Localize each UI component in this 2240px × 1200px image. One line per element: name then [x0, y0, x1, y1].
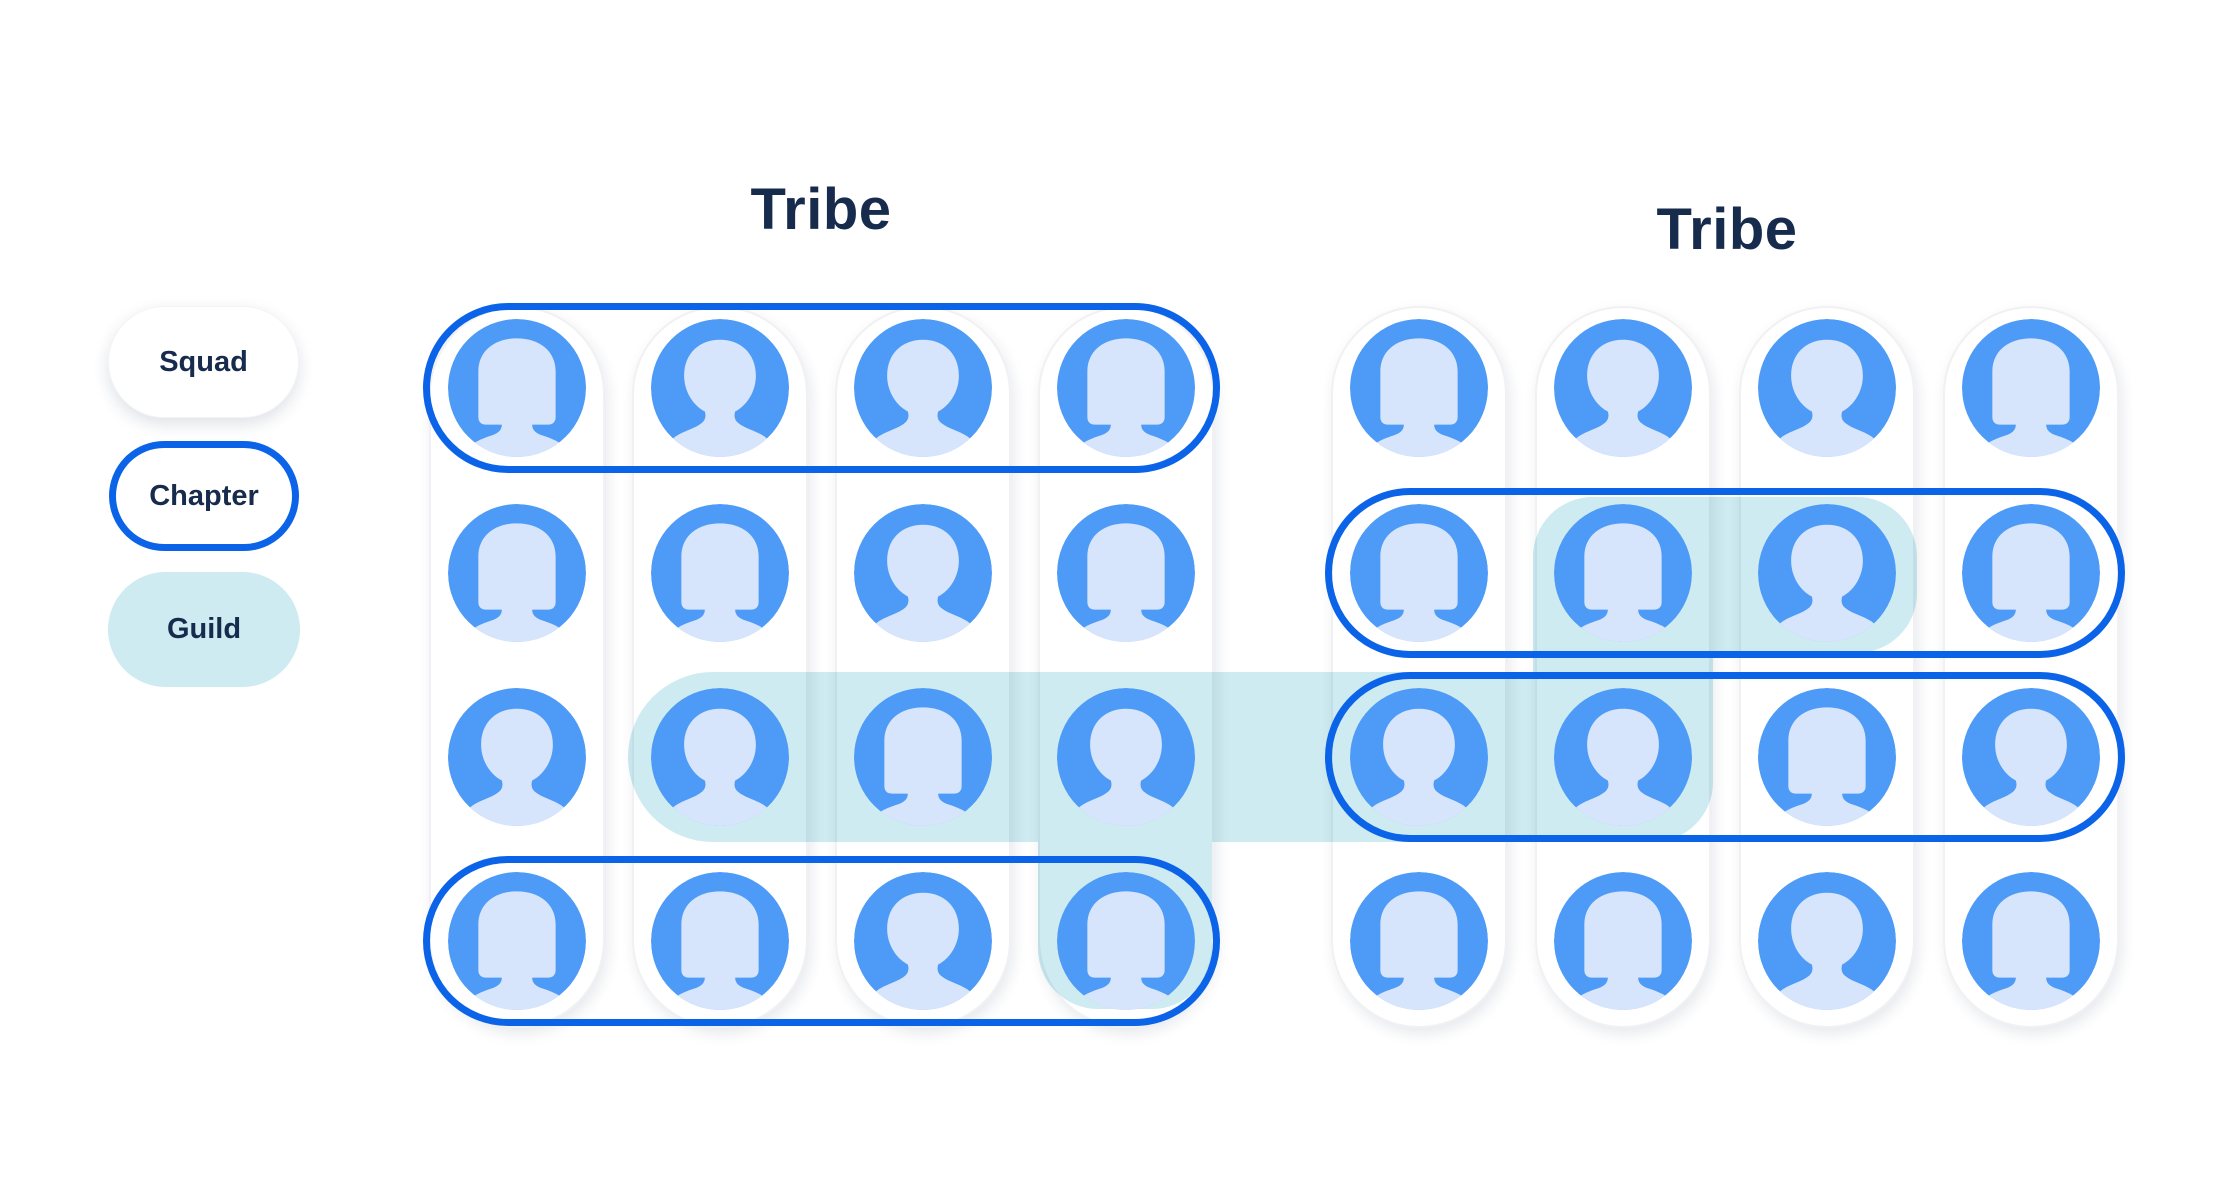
- avatar: [1962, 319, 2100, 457]
- person-icon: [1554, 688, 1692, 826]
- person-icon: [448, 504, 586, 642]
- person-icon: [1758, 872, 1896, 1010]
- avatar: [1758, 688, 1896, 826]
- avatar: [854, 319, 992, 457]
- avatar: [854, 872, 992, 1010]
- person-icon: [1057, 688, 1195, 826]
- person-icon: [1758, 688, 1896, 826]
- person-icon: [1350, 872, 1488, 1010]
- tribe-title-right: Tribe: [1656, 197, 1798, 262]
- person-icon: [854, 688, 992, 826]
- person-icon: [1554, 872, 1692, 1010]
- avatar: [1057, 688, 1195, 826]
- avatar: [854, 504, 992, 642]
- person-icon: [651, 504, 789, 642]
- avatar: [1962, 872, 2100, 1010]
- legend-guild-label: Guild: [166, 613, 242, 645]
- person-icon: [1554, 319, 1692, 457]
- avatar: [651, 504, 789, 642]
- avatar: [854, 688, 992, 826]
- chapter-outline: [423, 856, 1220, 1026]
- avatar: [1758, 319, 1896, 457]
- person-icon: [651, 688, 789, 826]
- avatar: [448, 504, 586, 642]
- avatar: [448, 688, 586, 826]
- person-icon: [854, 319, 992, 457]
- legend-squad-pill: Squad: [108, 306, 299, 418]
- avatar: [1554, 872, 1692, 1010]
- avatar: [1758, 504, 1896, 642]
- avatar: [651, 688, 789, 826]
- avatar: [1350, 872, 1488, 1010]
- chapter-outline: [1325, 672, 2125, 842]
- avatar: [1057, 504, 1195, 642]
- person-icon: [1554, 504, 1692, 642]
- avatar: [1554, 688, 1692, 826]
- avatar: [1758, 872, 1896, 1010]
- person-icon: [1057, 504, 1195, 642]
- person-icon: [1350, 319, 1488, 457]
- avatar: [1554, 504, 1692, 642]
- person-icon: [651, 872, 789, 1010]
- legend-chapter-label: Chapter: [149, 479, 259, 512]
- person-icon: [1758, 504, 1896, 642]
- legend-guild-pill: Guild: [108, 572, 300, 687]
- person-icon: [448, 688, 586, 826]
- legend-chapter-pill: Chapter: [109, 441, 299, 551]
- avatar: [1350, 319, 1488, 457]
- avatar: [1554, 319, 1692, 457]
- avatar: [651, 872, 789, 1010]
- person-icon: [1758, 319, 1896, 457]
- person-icon: [1962, 872, 2100, 1010]
- person-icon: [854, 504, 992, 642]
- person-icon: [854, 872, 992, 1010]
- chapter-outline: [1325, 488, 2125, 658]
- person-icon: [1962, 319, 2100, 457]
- person-icon: [651, 319, 789, 457]
- legend-squad-label: Squad: [159, 345, 248, 378]
- tribe-title-left: Tribe: [750, 177, 892, 242]
- chapter-outline: [423, 303, 1220, 473]
- avatar: [651, 319, 789, 457]
